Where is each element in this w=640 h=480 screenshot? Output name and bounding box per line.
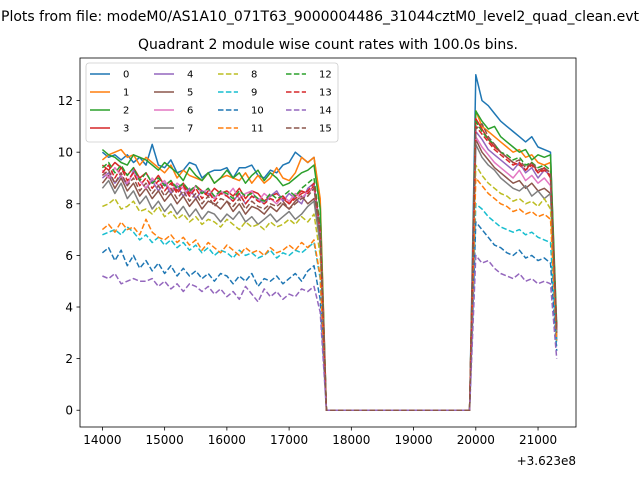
legend-label: 9 xyxy=(251,88,257,99)
series-line-10 xyxy=(101,221,558,411)
legend-label: 3 xyxy=(123,124,129,135)
legend-label: 10 xyxy=(251,106,264,117)
legend-label: 12 xyxy=(319,70,332,81)
x-tick-label: 21000 xyxy=(519,433,557,447)
legend-label: 7 xyxy=(187,124,193,135)
legend-label: 2 xyxy=(123,106,129,117)
legend-label: 5 xyxy=(187,88,193,99)
legend-label: 11 xyxy=(251,124,264,135)
legend-label: 14 xyxy=(319,106,332,117)
legend-entry-8: 8 xyxy=(218,70,257,81)
y-tick-label: 0 xyxy=(65,404,73,418)
y-tick-label: 6 xyxy=(65,249,73,263)
series-line-15 xyxy=(101,123,558,411)
legend-entry-10: 10 xyxy=(218,106,264,117)
x-tick-label: 15000 xyxy=(146,433,184,447)
legend-entry-13: 13 xyxy=(286,88,332,99)
legend-entry-3: 3 xyxy=(90,124,129,135)
y-tick-label: 2 xyxy=(65,352,73,366)
series-line-13 xyxy=(101,125,558,411)
legend-label: 15 xyxy=(319,124,332,135)
legend-entry-14: 14 xyxy=(286,106,332,117)
x-tick-label: 14000 xyxy=(83,433,121,447)
series-line-9 xyxy=(102,203,558,411)
x-tick-label: 17000 xyxy=(270,433,308,447)
x-tick-label: 19000 xyxy=(394,433,432,447)
legend-entry-9: 9 xyxy=(218,88,257,99)
series-layer xyxy=(101,74,558,411)
legend-label: 6 xyxy=(187,106,193,117)
legend-entry-5: 5 xyxy=(154,88,193,99)
y-tick-label: 4 xyxy=(65,301,73,315)
legend-label: 8 xyxy=(251,70,257,81)
legend-entry-11: 11 xyxy=(218,124,264,135)
x-tick-label: 16000 xyxy=(208,433,246,447)
x-axis: 14000 15000 16000 17000 18000 19000 20000 21000 xyxy=(83,427,557,447)
legend-label: 1 xyxy=(123,88,129,99)
series-line-12 xyxy=(101,120,558,411)
legend-label: 0 xyxy=(123,70,129,81)
legend-label: 4 xyxy=(187,70,193,81)
legend-entry-1: 1 xyxy=(90,88,129,99)
x-offset-label: +3.623e8 xyxy=(517,454,576,468)
axes-border xyxy=(79,57,577,428)
figure-suptitle: Plots from file: modeM0/AS1A10_071T63_90… xyxy=(1,9,639,25)
y-axis: 0 2 4 6 8 10 12 xyxy=(58,94,80,418)
legend-entry-12: 12 xyxy=(286,70,332,81)
legend-entry-6: 6 xyxy=(154,106,193,117)
y-tick-label: 8 xyxy=(65,197,73,211)
series-line-14 xyxy=(102,254,558,411)
legend-entry-0: 0 xyxy=(90,70,129,81)
legend-label: 13 xyxy=(319,88,332,99)
x-tick-label: 20000 xyxy=(457,433,495,447)
y-tick-label: 10 xyxy=(58,146,73,160)
chart-title: Quadrant 2 module wise count rates with … xyxy=(138,37,518,53)
x-tick-label: 18000 xyxy=(332,433,370,447)
legend-entry-4: 4 xyxy=(154,70,193,81)
legend-entry-7: 7 xyxy=(154,124,193,135)
legend-entry-15: 15 xyxy=(286,124,332,135)
legend-entry-2: 2 xyxy=(90,106,129,117)
legend-box xyxy=(85,62,339,143)
y-tick-label: 12 xyxy=(58,94,73,108)
